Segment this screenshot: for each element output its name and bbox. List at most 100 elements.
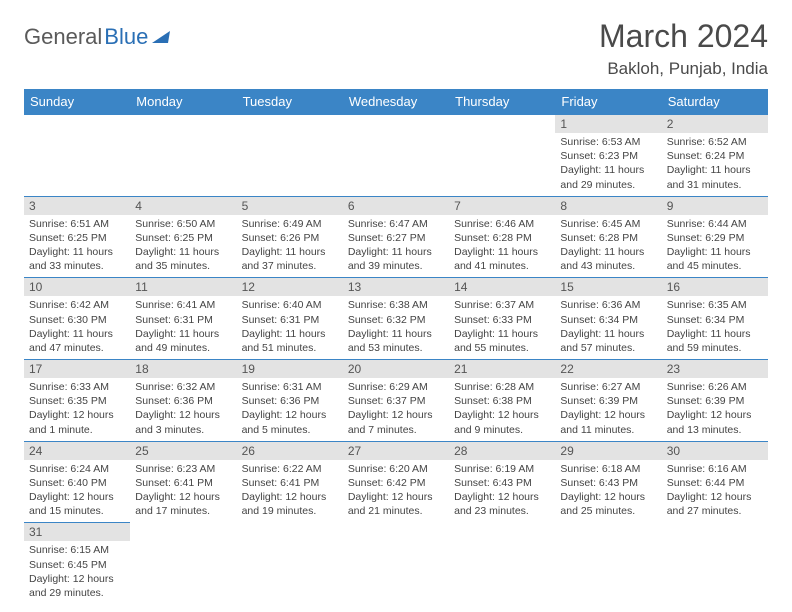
sunrise-text: Sunrise: 6:38 AM — [348, 298, 444, 312]
day-data: Sunrise: 6:27 AMSunset: 6:39 PMDaylight:… — [555, 378, 661, 441]
daylight-text-2: and 51 minutes. — [242, 341, 338, 355]
calendar-day-cell — [343, 523, 449, 604]
calendar-day-cell: 21Sunrise: 6:28 AMSunset: 6:38 PMDayligh… — [449, 360, 555, 442]
flag-icon — [152, 29, 172, 45]
day-number: 14 — [449, 278, 555, 296]
sunrise-text: Sunrise: 6:37 AM — [454, 298, 550, 312]
sunrise-text: Sunrise: 6:42 AM — [29, 298, 125, 312]
daylight-text-1: Daylight: 11 hours — [348, 245, 444, 259]
daylight-text-2: and 15 minutes. — [29, 504, 125, 518]
sunrise-text: Sunrise: 6:47 AM — [348, 217, 444, 231]
daylight-text-1: Daylight: 12 hours — [454, 490, 550, 504]
daylight-text-1: Daylight: 12 hours — [348, 490, 444, 504]
day-data: Sunrise: 6:20 AMSunset: 6:42 PMDaylight:… — [343, 460, 449, 523]
calendar-week-row: 17Sunrise: 6:33 AMSunset: 6:35 PMDayligh… — [24, 360, 768, 442]
daylight-text-1: Daylight: 11 hours — [242, 327, 338, 341]
sunset-text: Sunset: 6:27 PM — [348, 231, 444, 245]
calendar-day-cell: 2Sunrise: 6:52 AMSunset: 6:24 PMDaylight… — [662, 115, 768, 197]
sunrise-text: Sunrise: 6:45 AM — [560, 217, 656, 231]
calendar-table: Sunday Monday Tuesday Wednesday Thursday… — [24, 89, 768, 604]
sunrise-text: Sunrise: 6:52 AM — [667, 135, 763, 149]
day-number: 18 — [130, 360, 236, 378]
daylight-text-1: Daylight: 12 hours — [242, 490, 338, 504]
daylight-text-2: and 33 minutes. — [29, 259, 125, 273]
calendar-day-cell — [449, 523, 555, 604]
sunrise-text: Sunrise: 6:40 AM — [242, 298, 338, 312]
sunset-text: Sunset: 6:38 PM — [454, 394, 550, 408]
calendar-day-cell: 7Sunrise: 6:46 AMSunset: 6:28 PMDaylight… — [449, 196, 555, 278]
day-data: Sunrise: 6:37 AMSunset: 6:33 PMDaylight:… — [449, 296, 555, 359]
sunset-text: Sunset: 6:28 PM — [454, 231, 550, 245]
sunset-text: Sunset: 6:40 PM — [29, 476, 125, 490]
day-number: 7 — [449, 197, 555, 215]
day-data: Sunrise: 6:41 AMSunset: 6:31 PMDaylight:… — [130, 296, 236, 359]
daylight-text-1: Daylight: 11 hours — [242, 245, 338, 259]
calendar-day-cell: 29Sunrise: 6:18 AMSunset: 6:43 PMDayligh… — [555, 441, 661, 523]
calendar-day-cell — [449, 115, 555, 197]
calendar-day-cell — [237, 115, 343, 197]
daylight-text-1: Daylight: 12 hours — [135, 490, 231, 504]
day-number: 22 — [555, 360, 661, 378]
sunset-text: Sunset: 6:28 PM — [560, 231, 656, 245]
day-number: 30 — [662, 442, 768, 460]
day-number: 3 — [24, 197, 130, 215]
daylight-text-2: and 31 minutes. — [667, 178, 763, 192]
daylight-text-1: Daylight: 12 hours — [29, 490, 125, 504]
day-data: Sunrise: 6:51 AMSunset: 6:25 PMDaylight:… — [24, 215, 130, 278]
sunset-text: Sunset: 6:37 PM — [348, 394, 444, 408]
daylight-text-1: Daylight: 12 hours — [29, 408, 125, 422]
day-number: 20 — [343, 360, 449, 378]
day-data: Sunrise: 6:31 AMSunset: 6:36 PMDaylight:… — [237, 378, 343, 441]
sunset-text: Sunset: 6:29 PM — [667, 231, 763, 245]
sunrise-text: Sunrise: 6:24 AM — [29, 462, 125, 476]
calendar-day-cell: 14Sunrise: 6:37 AMSunset: 6:33 PMDayligh… — [449, 278, 555, 360]
day-number: 16 — [662, 278, 768, 296]
day-number: 6 — [343, 197, 449, 215]
daylight-text-1: Daylight: 11 hours — [454, 327, 550, 341]
day-data: Sunrise: 6:26 AMSunset: 6:39 PMDaylight:… — [662, 378, 768, 441]
day-number: 4 — [130, 197, 236, 215]
daylight-text-2: and 1 minute. — [29, 423, 125, 437]
daylight-text-1: Daylight: 11 hours — [667, 245, 763, 259]
calendar-day-cell: 3Sunrise: 6:51 AMSunset: 6:25 PMDaylight… — [24, 196, 130, 278]
day-number: 27 — [343, 442, 449, 460]
day-data: Sunrise: 6:36 AMSunset: 6:34 PMDaylight:… — [555, 296, 661, 359]
calendar-day-cell: 23Sunrise: 6:26 AMSunset: 6:39 PMDayligh… — [662, 360, 768, 442]
sunrise-text: Sunrise: 6:18 AM — [560, 462, 656, 476]
daylight-text-2: and 53 minutes. — [348, 341, 444, 355]
daylight-text-1: Daylight: 12 hours — [667, 490, 763, 504]
day-number: 25 — [130, 442, 236, 460]
calendar-day-cell: 30Sunrise: 6:16 AMSunset: 6:44 PMDayligh… — [662, 441, 768, 523]
sunset-text: Sunset: 6:23 PM — [560, 149, 656, 163]
day-number: 26 — [237, 442, 343, 460]
sunrise-text: Sunrise: 6:53 AM — [560, 135, 656, 149]
sunrise-text: Sunrise: 6:33 AM — [29, 380, 125, 394]
day-number: 19 — [237, 360, 343, 378]
daylight-text-2: and 19 minutes. — [242, 504, 338, 518]
calendar-day-cell: 12Sunrise: 6:40 AMSunset: 6:31 PMDayligh… — [237, 278, 343, 360]
calendar-day-cell: 27Sunrise: 6:20 AMSunset: 6:42 PMDayligh… — [343, 441, 449, 523]
calendar-day-cell — [130, 115, 236, 197]
calendar-day-cell: 22Sunrise: 6:27 AMSunset: 6:39 PMDayligh… — [555, 360, 661, 442]
calendar-day-cell: 17Sunrise: 6:33 AMSunset: 6:35 PMDayligh… — [24, 360, 130, 442]
daylight-text-2: and 21 minutes. — [348, 504, 444, 518]
daylight-text-2: and 37 minutes. — [242, 259, 338, 273]
sunset-text: Sunset: 6:39 PM — [560, 394, 656, 408]
daylight-text-2: and 39 minutes. — [348, 259, 444, 273]
page-title: March 2024 — [599, 18, 768, 55]
daylight-text-2: and 49 minutes. — [135, 341, 231, 355]
daylight-text-1: Daylight: 11 hours — [454, 245, 550, 259]
day-data: Sunrise: 6:28 AMSunset: 6:38 PMDaylight:… — [449, 378, 555, 441]
daylight-text-2: and 29 minutes. — [560, 178, 656, 192]
calendar-day-cell: 20Sunrise: 6:29 AMSunset: 6:37 PMDayligh… — [343, 360, 449, 442]
calendar-day-cell: 11Sunrise: 6:41 AMSunset: 6:31 PMDayligh… — [130, 278, 236, 360]
day-number: 8 — [555, 197, 661, 215]
day-data: Sunrise: 6:16 AMSunset: 6:44 PMDaylight:… — [662, 460, 768, 523]
logo-text-general: General — [24, 24, 102, 50]
daylight-text-2: and 29 minutes. — [29, 586, 125, 600]
day-data: Sunrise: 6:52 AMSunset: 6:24 PMDaylight:… — [662, 133, 768, 196]
page-subtitle: Bakloh, Punjab, India — [599, 59, 768, 79]
day-number: 5 — [237, 197, 343, 215]
daylight-text-2: and 25 minutes. — [560, 504, 656, 518]
sunrise-text: Sunrise: 6:44 AM — [667, 217, 763, 231]
